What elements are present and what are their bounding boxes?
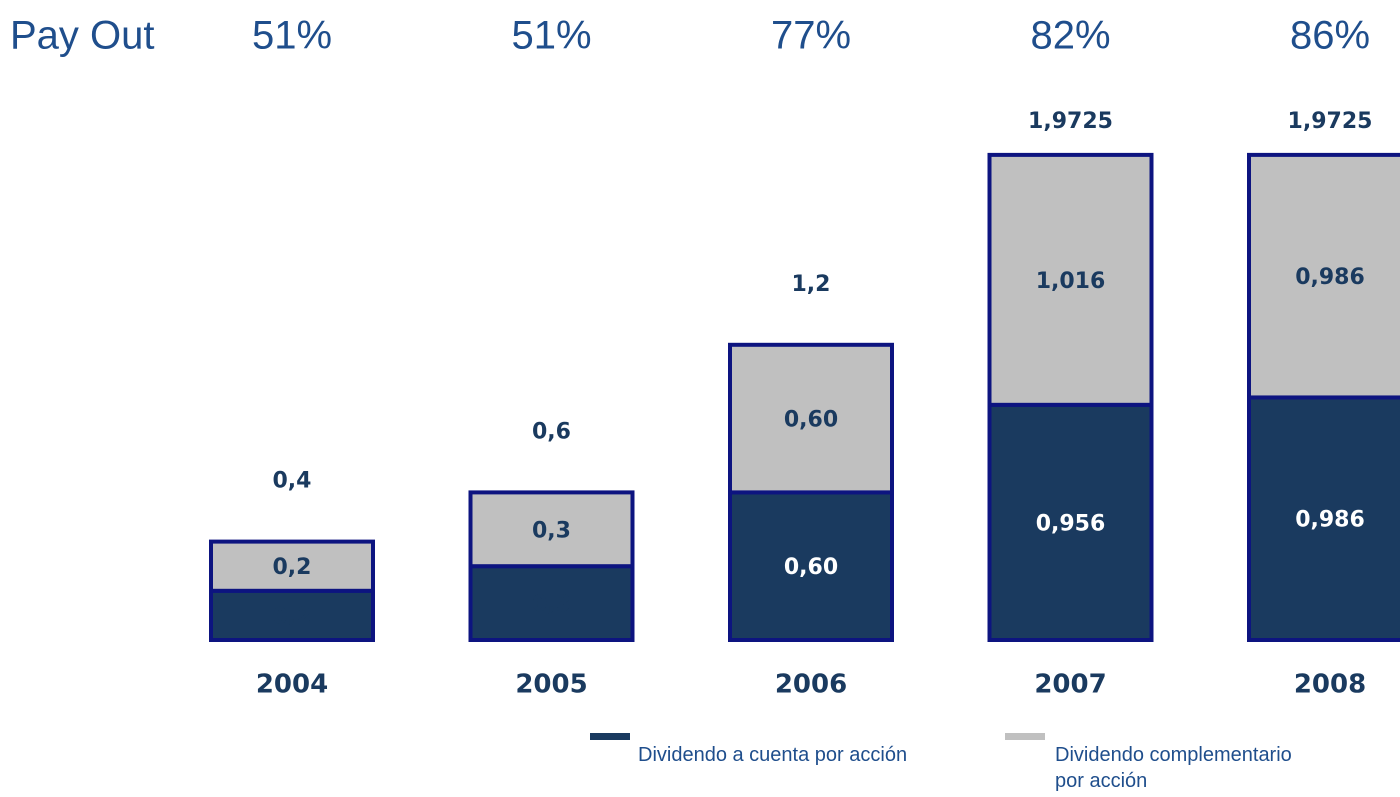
total-label: 0,6 xyxy=(532,419,571,444)
bar-segment xyxy=(987,152,1154,407)
legend-label: Dividendo a cuenta por acción xyxy=(638,744,908,766)
bar-segment xyxy=(209,539,375,593)
bar-segment xyxy=(209,588,375,642)
total-label: 1,9725 xyxy=(1028,109,1113,134)
legend-swatch xyxy=(590,733,630,740)
segment-label: 0,986 xyxy=(1295,265,1365,290)
segment-label: 0,60 xyxy=(784,555,838,580)
bar-segment xyxy=(1247,152,1400,400)
segment-label: 0,2 xyxy=(273,555,312,580)
pay-out-value: 82% xyxy=(1030,14,1110,58)
pay-out-label: Pay Out xyxy=(10,14,155,58)
bar-segment xyxy=(987,402,1154,642)
category-label: 2008 xyxy=(1294,670,1366,700)
segment-label: 0,3 xyxy=(532,592,571,617)
category-label: 2004 xyxy=(256,670,328,700)
segment-label: 0,3 xyxy=(532,518,571,543)
segment-label: 0,60 xyxy=(784,408,838,433)
pay-out-value: 51% xyxy=(252,14,332,58)
segment-label: 0,2 xyxy=(273,604,312,629)
total-label: 0,4 xyxy=(273,469,312,494)
category-label: 2007 xyxy=(1034,670,1106,700)
category-label: 2005 xyxy=(515,670,587,700)
pay-out-value: 86% xyxy=(1290,14,1370,58)
bar-segment xyxy=(728,342,894,495)
bar-segment xyxy=(1247,395,1400,642)
pay-out-value: 51% xyxy=(511,14,591,58)
total-label: 1,2 xyxy=(792,272,831,297)
segment-label: 0,986 xyxy=(1295,508,1365,533)
legend-label: Dividendo complementario por acción xyxy=(1055,744,1292,792)
pay-out-value: 77% xyxy=(771,14,851,58)
segment-label: 0,956 xyxy=(1036,511,1106,536)
total-label: 1,9725 xyxy=(1288,109,1373,134)
bar-segment xyxy=(468,490,635,569)
category-label: 2006 xyxy=(775,670,847,700)
legend-swatch xyxy=(1005,733,1045,740)
bar-segment xyxy=(728,490,894,642)
segment-label: 1,016 xyxy=(1036,269,1106,294)
